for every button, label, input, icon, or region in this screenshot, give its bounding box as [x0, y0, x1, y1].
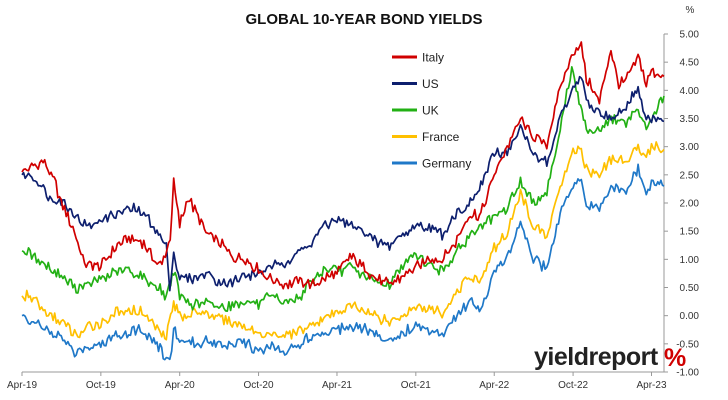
- brand-name-report: report: [588, 343, 658, 371]
- y-tick-label: 2.50: [680, 170, 700, 181]
- x-tick-label: Oct-20: [244, 380, 274, 391]
- series-line-france: [21, 141, 665, 341]
- legend-label-uk: UK: [422, 104, 439, 118]
- x-tick-label: Apr-22: [479, 380, 509, 391]
- y-tick-label: 0.50: [680, 283, 700, 294]
- y-tick-label: 1.50: [680, 227, 700, 238]
- y-tick-label: 1.00: [680, 255, 700, 266]
- y-axis-unit: %: [686, 5, 695, 16]
- y-tick-label: 3.50: [680, 114, 700, 125]
- x-tick-label: Apr-23: [636, 380, 666, 391]
- series-line-us: [21, 75, 665, 292]
- x-tick-label: Apr-20: [165, 380, 195, 391]
- series-line-uk: [21, 66, 665, 312]
- x-tick-label: Oct-21: [401, 380, 431, 391]
- legend-label-germany: Germany: [422, 157, 471, 171]
- y-tick-label: 5.00: [680, 30, 700, 41]
- series-line-italy: [21, 41, 665, 290]
- x-tick-label: Apr-19: [7, 380, 37, 391]
- brand-percent-icon: %: [664, 344, 686, 372]
- brand-name-yield: yield: [534, 343, 588, 371]
- legend-label-italy: Italy: [422, 51, 444, 65]
- legend: Italy US UK France Germany: [392, 51, 471, 171]
- y-tick-label: 3.00: [680, 142, 700, 153]
- x-tick-label: Oct-19: [86, 380, 116, 391]
- series-lines: [21, 41, 665, 361]
- y-tick-label: 0.00: [680, 311, 700, 322]
- x-tick-label: Apr-21: [322, 380, 352, 391]
- chart-title: GLOBAL 10-YEAR BOND YIELDS: [246, 11, 483, 28]
- legend-label-france: France: [422, 130, 460, 144]
- yieldreport-logo: yieldreport %: [534, 343, 686, 372]
- y-tick-label: -0.50: [676, 339, 699, 350]
- legend-label-us: US: [422, 77, 439, 91]
- x-tick-label: Oct-22: [558, 380, 588, 391]
- y-tick-label: -1.00: [676, 368, 699, 379]
- y-tick-label: 2.00: [680, 199, 700, 210]
- y-tick-label: 4.50: [680, 58, 700, 69]
- axes: 5.00 4.50 4.00 3.50 3.00 2.50 2.00 1.50 1.00 0.50…: [7, 30, 699, 392]
- brand-name: yieldreport: [534, 343, 659, 371]
- series-line-germany: [21, 163, 665, 361]
- y-tick-label: 4.00: [680, 86, 700, 97]
